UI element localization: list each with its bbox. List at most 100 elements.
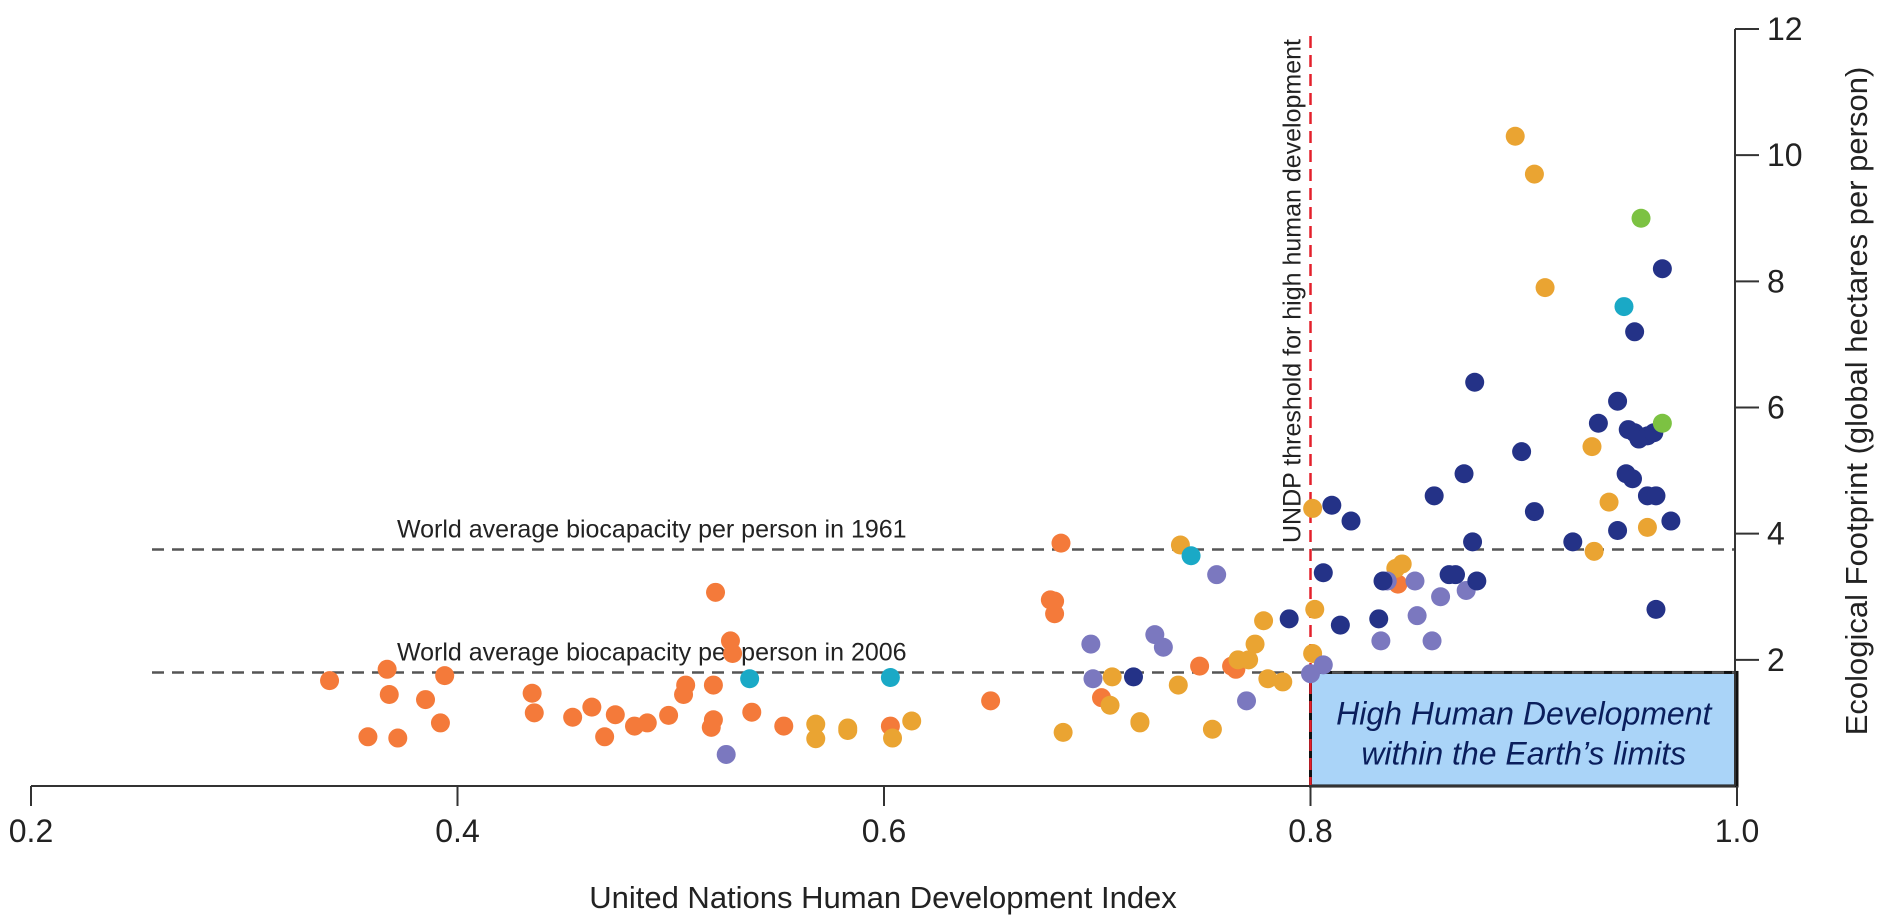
data-point [1608,521,1628,541]
data-point [1341,511,1361,531]
data-point [582,697,602,717]
data-point [981,691,1001,711]
data-point [1202,719,1222,739]
data-point [1153,637,1173,657]
data-point [1405,571,1425,591]
y-tick-label: 12 [1767,11,1803,47]
data-point [1181,546,1201,566]
data-point [838,720,858,740]
data-point [1467,571,1487,591]
data-point [1646,486,1666,506]
y-tick-label: 10 [1767,137,1803,173]
data-point [605,705,625,725]
data-point [1330,615,1350,635]
data-point [742,702,762,722]
data-point [1102,667,1122,687]
data-point [1646,599,1666,619]
data-point [1431,587,1451,607]
data-point [1422,631,1442,651]
data-point [806,714,826,734]
data-point [1535,278,1555,298]
data-point [388,728,408,748]
data-point [1124,667,1144,687]
data-point [563,707,583,727]
data-point [1392,554,1412,574]
y-axis: 2 4 6 8 10 12 [1734,11,1803,786]
data-point [676,675,696,695]
data-point [1524,502,1544,522]
data-point [1100,695,1120,715]
biocapacity-2006-label: World average biocapacity per person in … [397,638,907,666]
data-point [1637,517,1657,537]
data-point [1369,609,1389,629]
data-point [1081,634,1101,654]
data-point [430,713,450,733]
data-point [416,690,436,710]
x-tick-label: 0.6 [862,813,906,849]
data-point [1652,413,1672,433]
data-point [1168,675,1188,695]
data-point [435,666,455,686]
data-point [1582,437,1602,457]
data-point [1524,164,1544,184]
data-point [1303,498,1323,518]
x-tick-label: 0.2 [9,813,53,849]
data-point [703,675,723,695]
data-point [703,710,723,730]
data-point [1239,650,1259,670]
x-axis-title: United Nations Human Development Index [589,880,1177,915]
data-point [637,713,657,733]
data-point [1588,413,1608,433]
y-tick-label: 2 [1767,642,1785,678]
hdi-threshold-label: UNDP threshold for high human developmen… [1279,39,1307,543]
data-point [1371,631,1391,651]
data-point [1454,464,1474,484]
data-point [716,744,736,764]
highlight-box [1309,670,1739,788]
data-point [377,659,397,679]
data-point [659,705,679,725]
data-point [1254,611,1274,631]
data-point [880,667,900,687]
data-point [1273,672,1293,692]
y-tick-label: 8 [1767,263,1785,299]
data-point [1045,604,1065,624]
data-point [1407,606,1427,626]
data-point [723,644,743,664]
data-point [1130,713,1150,733]
data-point [522,683,542,703]
data-point [1279,609,1299,629]
data-point [774,716,794,736]
data-point [1083,669,1103,689]
data-point [1661,511,1681,531]
data-point [1652,259,1672,279]
biocapacity-1961-label: World average biocapacity per person in … [397,515,907,543]
data-point [1258,669,1278,689]
x-tick-label: 0.8 [1288,813,1332,849]
x-tick-label: 0.4 [435,813,479,849]
data-point [1599,492,1619,512]
data-points [320,126,1681,764]
data-point [1373,571,1393,591]
data-point [1623,469,1643,489]
data-point [740,669,760,689]
data-point [1446,565,1466,585]
data-point [1608,391,1628,411]
y-axis-title: Ecological Footprint (global hectares pe… [1839,67,1874,736]
data-point [1313,655,1333,675]
data-point [806,729,826,749]
x-axis: 0.2 0.4 0.6 0.8 1.0 [9,785,1759,849]
data-point [358,727,378,747]
data-point [1505,126,1525,146]
data-point [1614,297,1634,317]
y-tick-label: 4 [1767,516,1785,552]
data-point [1237,691,1257,711]
data-point [1465,372,1485,392]
data-point [524,703,544,723]
data-point [1313,563,1333,583]
data-point [706,582,726,602]
data-point [1305,599,1325,619]
data-point [1245,634,1265,654]
data-point [1625,322,1645,342]
data-point [1584,541,1604,561]
